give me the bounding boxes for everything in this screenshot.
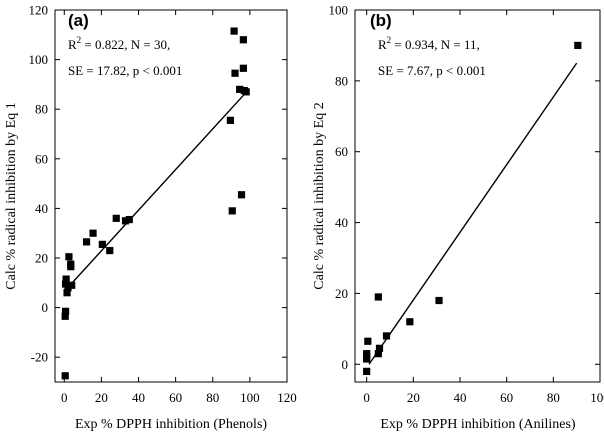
x-tick-label: 40 [132,390,145,405]
x-tick-label: 40 [454,390,467,405]
panel-a-ticks: 0 20 40 60 80 100 120 -20 0 20 40 60 80 100 120 [29,3,297,406]
x-tick-label: 60 [169,390,182,405]
x-tick-label: 100 [590,390,604,405]
data-point [237,191,246,199]
y-tick-label: -20 [31,350,48,365]
data-point [574,41,582,50]
data-point [364,337,372,345]
panel-b-x-axis-title: Exp % DPPH inhibition (Anilines) [380,417,576,432]
y-tick-label: 0 [42,300,49,315]
y-tick-label: 100 [29,52,49,67]
data-point [106,246,114,255]
panel-a-fit-line [63,93,245,292]
x-tick-label: 80 [547,390,560,405]
data-point [61,372,69,380]
data-point [406,318,414,326]
data-point [89,229,97,237]
x-tick-label: 80 [206,390,219,405]
data-point [63,289,71,297]
y-tick-label: 0 [342,357,349,372]
data-point [61,307,70,315]
x-tick-label: 0 [61,390,68,405]
panel-b-ticks: 0 20 40 60 80 100 0 20 40 60 80 100 [329,3,604,406]
y-tick-label: 40 [35,201,48,216]
panel-a-points [61,27,250,380]
data-point [374,293,382,301]
panel-a-stats-line1: R2 = 0.822, N = 30, [68,35,170,52]
x-tick-label: 0 [363,390,370,405]
panel-a-label: (a) [68,11,89,30]
data-point [61,280,70,288]
data-point [226,116,234,124]
panel-b-label: (b) [370,11,392,30]
panel-b-fit-line [368,62,578,365]
y-tick-label: 80 [335,73,348,88]
data-point [375,344,384,352]
data-point [242,88,250,96]
x-tick-label: 20 [407,390,420,405]
panel-a-plot-frame [54,9,288,383]
panel-b-y-axis-title: Calc % radical inhibition by Eq 2 [312,102,327,289]
data-point [61,312,69,320]
y-tick-label: 20 [335,286,348,301]
panel-b-points [363,41,582,375]
data-point [67,260,75,268]
y-tick-label: 20 [35,251,48,266]
data-point [236,85,244,93]
y-tick-label: 120 [29,3,49,18]
data-point [228,207,236,215]
data-point [239,36,247,44]
x-tick-label: 120 [277,390,297,405]
panel-a-x-axis-title: Exp % DPPH inhibition (Phenols) [75,417,267,432]
data-point [65,253,73,261]
y-tick-label: 40 [335,215,348,230]
data-point [82,238,91,246]
x-tick-label: 100 [240,390,260,405]
data-point [231,69,239,77]
data-point [125,215,133,224]
y-tick-label: 80 [35,102,48,117]
panel-b-stats-line1: R2 = 0.934, N = 11, [378,35,480,52]
panel-a-y-axis-title: Calc % radical inhibition by Eq 1 [4,102,19,289]
data-point [68,281,76,289]
data-point [363,350,371,358]
data-point [112,214,120,222]
x-tick-label: 60 [500,390,513,405]
panel-b: (b) R2 = 0.934, N = 11, SE = 7.67, p < 0… [312,3,604,433]
x-tick-label: 20 [95,390,108,405]
data-point [239,64,247,72]
panel-a-stats-line2: SE = 17.82, p < 0.001 [68,63,182,78]
data-point [382,332,391,340]
data-point [374,350,382,358]
data-point [121,217,130,225]
panel-a: (a) R2 = 0.822, N = 30, SE = 17.82, p < … [4,3,297,433]
y-tick-label: 100 [329,3,349,18]
panel-b-stats-line2: SE = 7.67, p < 0.001 [378,63,486,78]
data-point [98,240,106,248]
data-point [230,27,238,35]
panel-b-plot-frame [354,9,601,383]
y-tick-label: 60 [35,151,48,166]
data-point [435,296,443,305]
data-point [363,367,371,375]
data-point [64,284,72,292]
y-tick-label: 60 [335,144,348,159]
data-point [62,275,70,283]
